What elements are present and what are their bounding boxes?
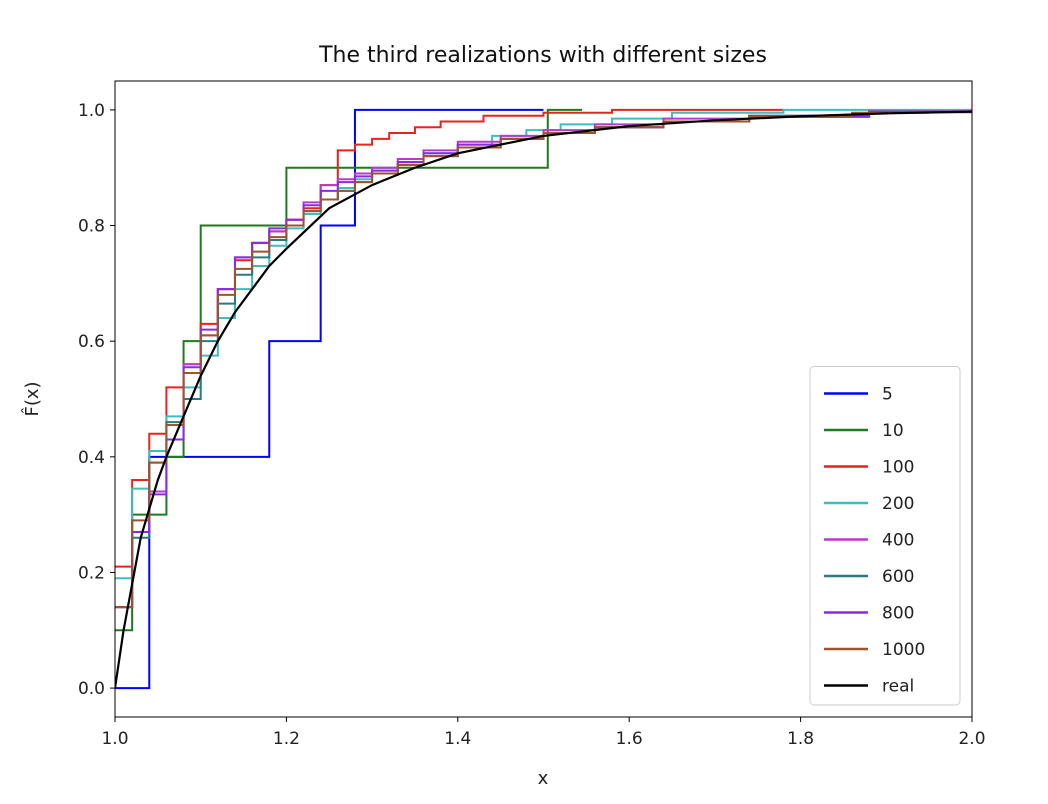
y-tick-label: 0.2 [78, 563, 105, 583]
x-tick-label: 2.0 [958, 729, 985, 749]
plot-frame [114, 80, 973, 718]
legend-entry-label: 10 [882, 421, 904, 441]
y-tick-label: 0.0 [78, 679, 105, 699]
series-layer [115, 108, 972, 690]
y-tick-label: 0.6 [78, 332, 105, 352]
x-tick-label: 1.2 [273, 729, 300, 749]
x-axis-label: x [538, 768, 549, 789]
legend-box [809, 366, 961, 706]
y-axis-label: F̂(x) [22, 381, 43, 416]
legend-entry-label: 200 [882, 494, 914, 514]
x-tick-label: 1.8 [787, 729, 814, 749]
x-tick-label: 1.0 [101, 729, 128, 749]
x-axis: 1.0 1.2 1.4 1.6 1.8 2.0 [101, 717, 986, 749]
legend: 5 10 100 200 400 600 800 1000 real [809, 366, 961, 706]
series-line-1000 [115, 111, 930, 609]
legend-entry-label: 100 [882, 458, 914, 478]
series-line-real [115, 110, 972, 689]
chart-title: The third realizations with different si… [318, 43, 767, 68]
legend-entry-label: 800 [882, 604, 914, 624]
x-tick-label: 1.4 [444, 729, 471, 749]
y-tick-label: 0.8 [78, 217, 105, 237]
x-tick-label: 1.6 [616, 729, 643, 749]
legend-entry-label: 5 [882, 385, 893, 405]
legend-entry-label: real [882, 677, 914, 697]
y-tick-label: 1.0 [78, 101, 105, 121]
series-line-5 [115, 108, 544, 690]
y-axis: 0.0 0.2 0.4 0.6 0.8 1.0 [78, 101, 115, 699]
series-line-100 [115, 108, 784, 568]
legend-entry-label: 400 [882, 531, 914, 551]
legend-entry-label: 1000 [882, 640, 925, 660]
legend-entry-label: 600 [882, 567, 914, 587]
y-tick-label: 0.4 [78, 448, 105, 468]
